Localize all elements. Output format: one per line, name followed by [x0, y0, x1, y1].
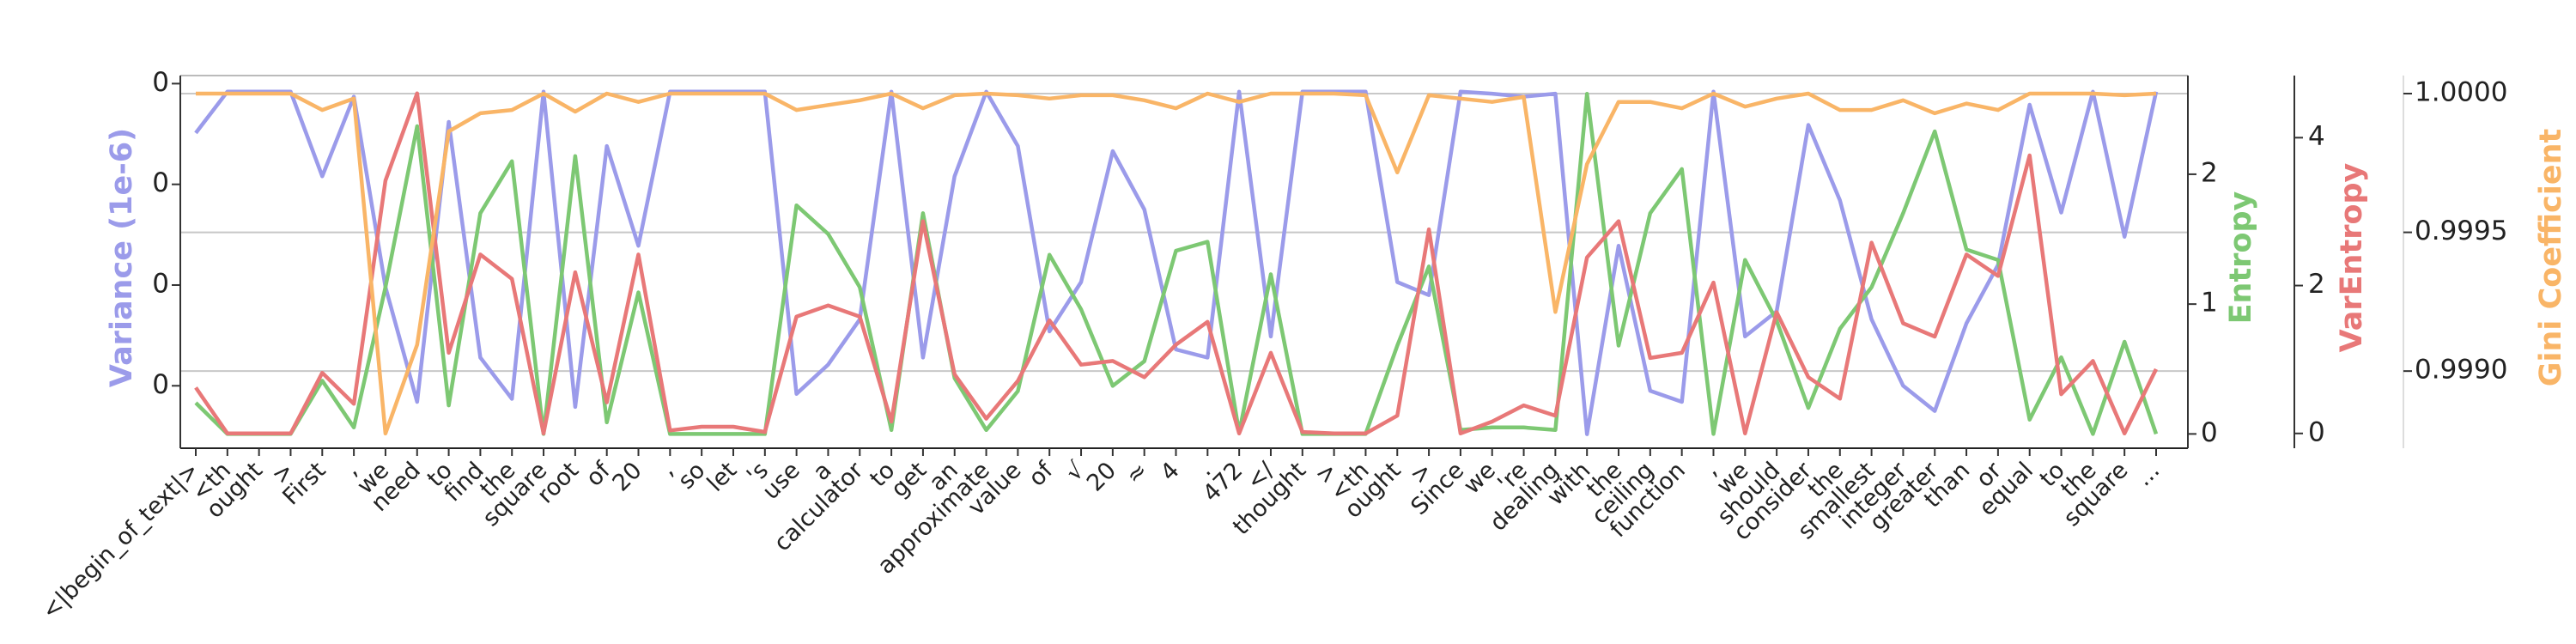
x-tick-label: <|begin_of_text|>	[37, 457, 204, 624]
y-tick-label: 0	[2308, 416, 2325, 447]
y-tick-label: 0.9995	[2415, 216, 2507, 246]
axis-label: Variance (1e-6)	[105, 128, 139, 387]
series-line	[194, 89, 2159, 436]
x-tick-label: of	[1024, 456, 1059, 491]
x-tick-label: 472	[1198, 457, 1248, 507]
x-tick-label: 4	[1156, 457, 1185, 486]
y-tick-label: 1.0000	[2415, 77, 2507, 108]
x-tick-label: ...	[2130, 457, 2165, 491]
x-tick-label: let	[702, 457, 742, 496]
y-tick-label: 0.9990	[2415, 355, 2507, 386]
y-tick-label: 2	[2308, 269, 2325, 300]
x-tick-label: get	[886, 457, 932, 502]
x-tick-label: 20	[608, 457, 647, 496]
series-line	[194, 91, 2159, 436]
axis-label: VarEntropy	[2335, 162, 2369, 352]
x-tick-label: 20	[1082, 457, 1121, 496]
axis-label: Entropy	[2224, 191, 2258, 324]
series-line	[196, 91, 2157, 436]
series-line	[194, 91, 2159, 436]
x-tick-label: ≈	[1121, 457, 1153, 489]
y-tick-label: 4	[2308, 121, 2325, 152]
y-tick-label: 0	[2201, 417, 2218, 448]
axis-label: Gini Coefficient	[2534, 129, 2568, 386]
x-tick-label: use	[757, 457, 805, 505]
y-tick-label: 0	[152, 369, 169, 400]
y-tick-label: 2	[2201, 157, 2218, 188]
y-tick-label: 0	[152, 167, 169, 198]
y-tick-label: 0	[152, 268, 169, 299]
y-tick-label: 0	[152, 67, 169, 98]
y-tick-label: 1	[2201, 288, 2218, 319]
